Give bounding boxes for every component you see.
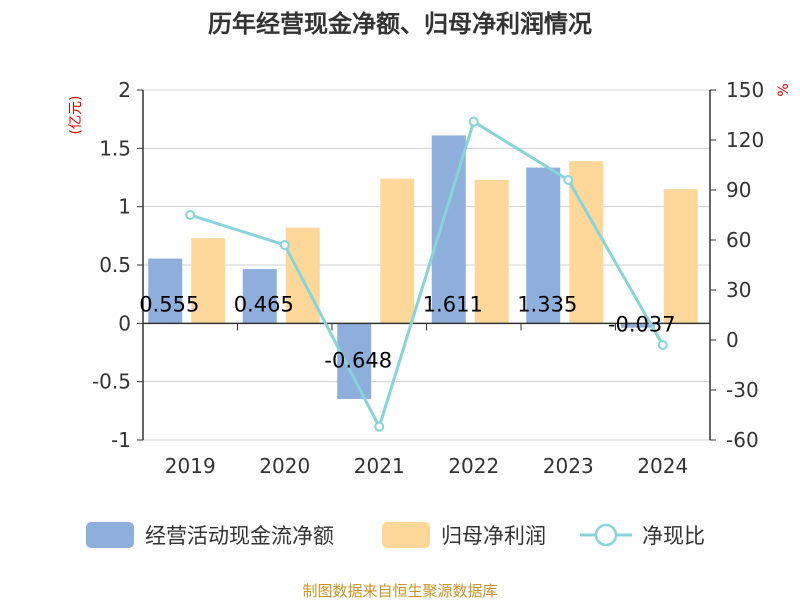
- x-tick-label: 2024: [637, 454, 688, 478]
- right-axis-unit: %: [776, 83, 792, 96]
- axes: -1 -0.5 0 0.5 1 1.5 2 -60 -30 0 30 60 90 120 150 (亿元)% 2…: [68, 78, 792, 478]
- left-tick-label: -1: [111, 428, 131, 452]
- ratio-point: [657, 340, 668, 350]
- bar: [191, 238, 226, 324]
- left-tick-label: -0.5: [92, 370, 131, 394]
- left-tick-label: 0: [118, 311, 131, 335]
- bar: [148, 258, 183, 324]
- right-tick-label: 30: [726, 278, 751, 302]
- bar: [474, 179, 509, 324]
- right-tick-label: 150: [726, 78, 764, 102]
- bar-value-label: -0.648: [324, 348, 392, 372]
- right-tick-label: -60: [726, 428, 759, 452]
- bar: [526, 167, 561, 324]
- ratio-point: [374, 421, 385, 432]
- legend-label-ratio: 净现比: [642, 524, 705, 548]
- ratio-point: [563, 175, 574, 185]
- chart-title: 历年经营现金净额、归母净利润情况: [208, 10, 592, 38]
- bar-value-label: 0.465: [234, 292, 294, 316]
- right-tick-label: 90: [726, 178, 751, 202]
- legend-label-cashflow: 经营活动现金流净额: [145, 524, 334, 548]
- x-tick-label: 2023: [543, 454, 594, 478]
- bar-value-label: -0.037: [608, 312, 676, 336]
- bar: [663, 189, 698, 324]
- bar: [285, 227, 320, 324]
- legend-label-profit: 归母净利润: [441, 524, 546, 548]
- left-axis-unit: (亿元): [68, 96, 84, 135]
- right-tick-label: 0: [726, 328, 739, 352]
- ratio-line: [189, 119, 665, 431]
- bar: [337, 323, 372, 399]
- bar-marks: [148, 135, 698, 399]
- bar-value-label: 1.611: [423, 292, 483, 316]
- legend-swatch-profit: [382, 522, 430, 548]
- legend-swatch-cashflow: [86, 522, 134, 548]
- ratio-point: [468, 116, 479, 127]
- bar: [242, 269, 277, 324]
- grid-lines: [143, 89, 710, 441]
- legend: 经营活动现金流净额 归母净利润 净现比: [86, 522, 705, 548]
- line-series: [185, 116, 668, 432]
- bar: [620, 323, 655, 328]
- left-tick-label: 1: [118, 195, 131, 219]
- left-tick-label: 2: [118, 78, 131, 102]
- bar-value-label: 0.555: [139, 292, 199, 316]
- bar-value-label: 1.335: [517, 292, 577, 316]
- ratio-point: [279, 240, 290, 250]
- left-tick-label: 0.5: [99, 253, 131, 277]
- bar: [569, 161, 604, 324]
- x-tick-label: 2019: [165, 454, 216, 478]
- right-tick-label: 120: [726, 128, 764, 152]
- ratio-point: [185, 210, 196, 220]
- x-tick-label: 2020: [259, 454, 310, 478]
- left-tick-label: 1.5: [99, 136, 131, 160]
- right-tick-label: 60: [726, 228, 751, 252]
- bar: [380, 178, 415, 324]
- x-tick-label: 2022: [448, 454, 499, 478]
- data-labels: 0.555 0.465 -0.648 1.611 1.335 -0.037: [139, 292, 675, 372]
- legend-marker-ratio: [594, 523, 618, 547]
- source-note: 制图数据来自恒生聚源数据库: [302, 582, 497, 600]
- right-tick-label: -30: [726, 378, 759, 402]
- x-tick-label: 2021: [354, 454, 405, 478]
